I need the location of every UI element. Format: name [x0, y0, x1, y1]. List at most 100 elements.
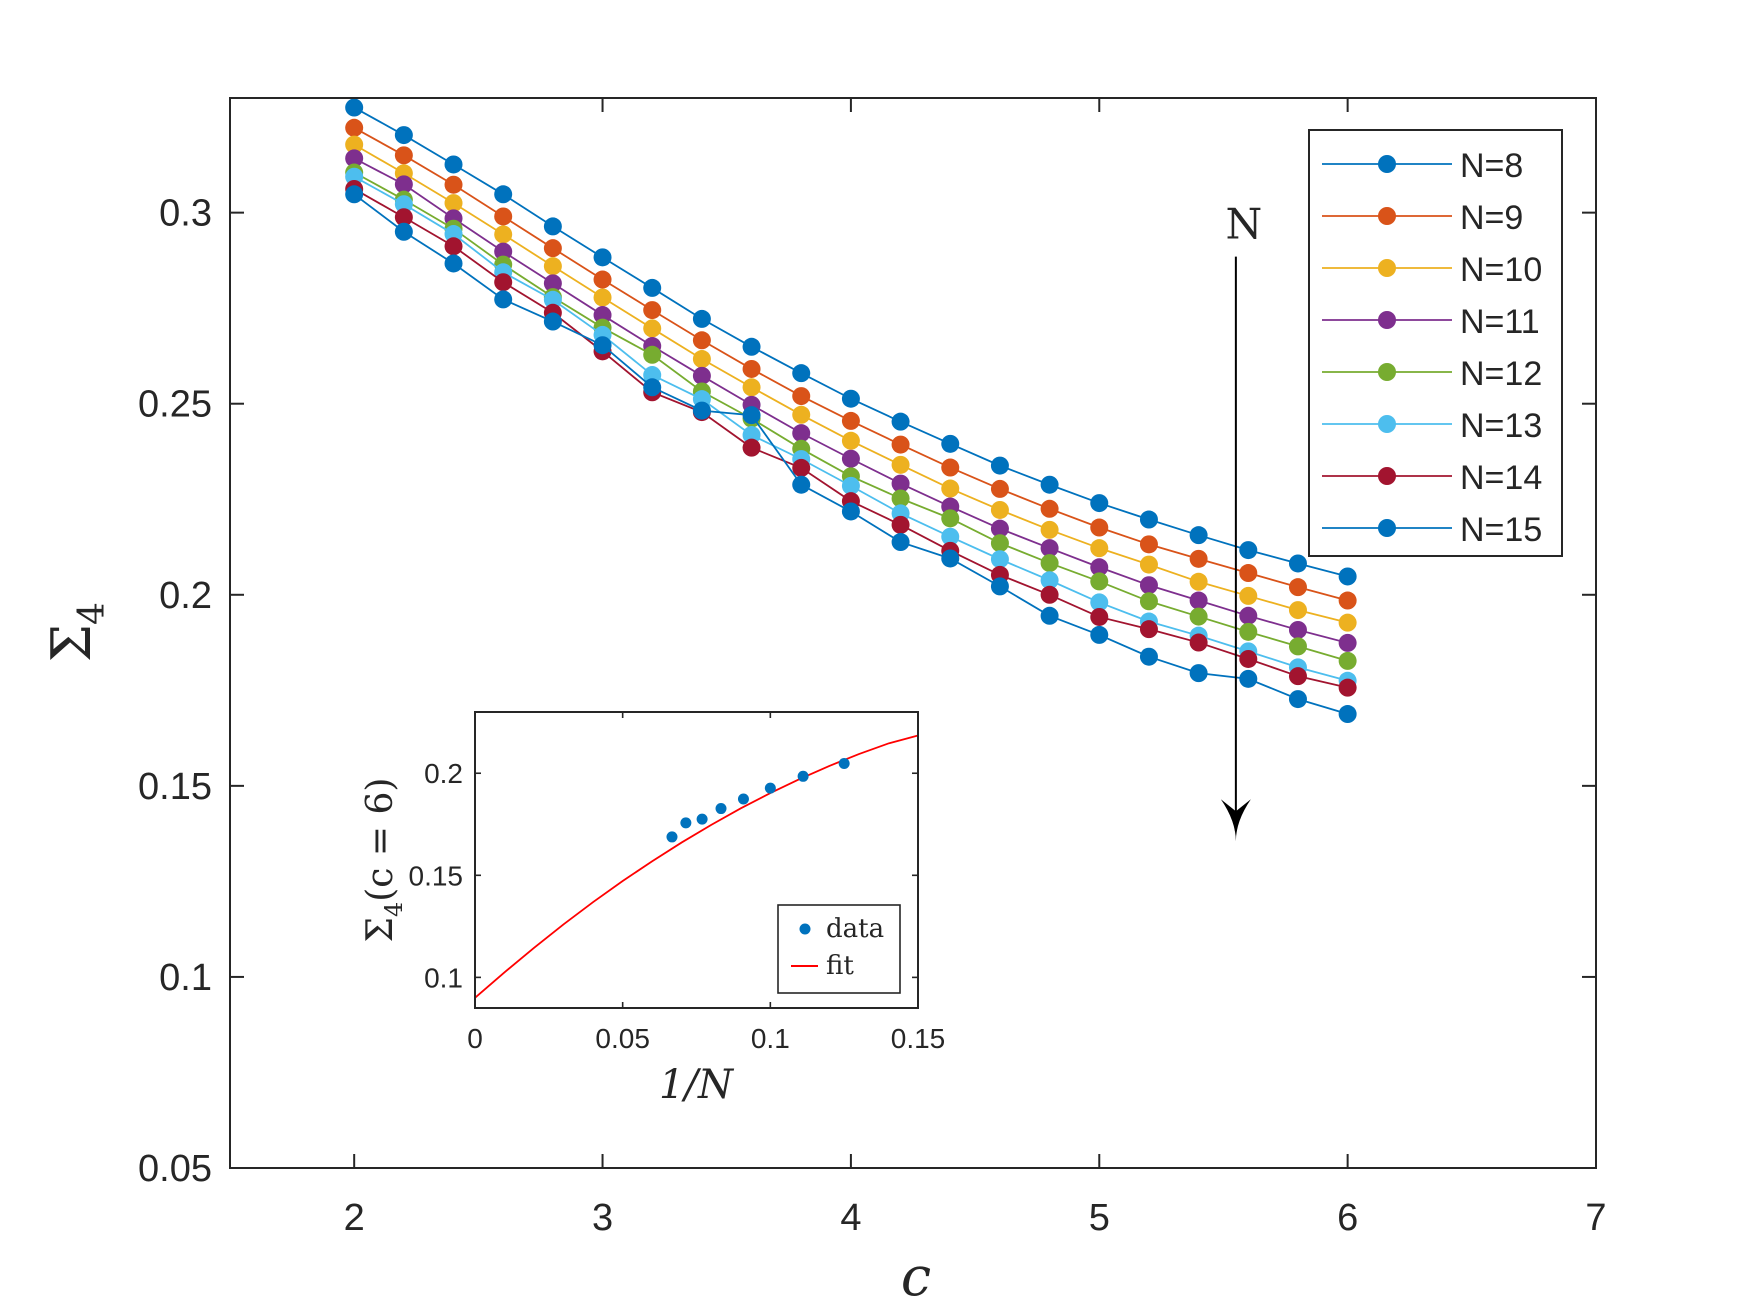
main-x-tick-label: 7: [1585, 1197, 1606, 1239]
data-point: [394, 195, 413, 214]
data-point: [1239, 606, 1258, 625]
inset-data-point: [715, 803, 727, 815]
main-y-tick-label: 0.05: [138, 1148, 212, 1190]
data-point: [792, 387, 811, 406]
data-point: [841, 502, 860, 521]
data-point: [1040, 585, 1059, 604]
n-arrow-annotation: N: [1220, 200, 1262, 842]
main-x-axis-label: c: [901, 1245, 931, 1308]
legend-item-N=10: N=10: [1322, 251, 1542, 289]
data-point: [593, 248, 612, 267]
data-point: [1040, 539, 1059, 558]
inset-legend-label-fit: fit: [826, 951, 854, 981]
main-plot: 2 3 4 5 6 7 0.05 0.1 0.15 0.2 0.25 0.3 c Σ 4 N N=8…: [40, 97, 1607, 1308]
main-legend-box: [1308, 129, 1563, 557]
data-point: [742, 359, 761, 378]
data-point: [841, 389, 860, 408]
data-point: [891, 533, 910, 552]
legend-label: N=12: [1460, 355, 1542, 393]
inset-series-group: [474, 734, 919, 999]
main-x-tick-label: 5: [1089, 1197, 1110, 1239]
data-point: [1288, 667, 1307, 686]
data-point: [444, 155, 463, 174]
data-point: [742, 378, 761, 397]
main-y-tick-label: 0.2: [159, 575, 212, 617]
data-point: [1189, 549, 1208, 568]
main-y-axis-label-subscript: 4: [72, 602, 113, 625]
data-point: [1338, 651, 1357, 670]
data-point: [1239, 622, 1258, 641]
data-point: [1239, 541, 1258, 560]
inset-data-point: [764, 782, 776, 794]
data-point: [543, 312, 562, 331]
data-point: [494, 273, 513, 292]
data-point: [1090, 494, 1109, 513]
data-point: [593, 336, 612, 355]
inset-plot: 0 0.05 0.1 0.15 0.1 0.15 0.2 1/N Σ4(c = 6) da…: [360, 711, 945, 1108]
data-point: [692, 350, 711, 369]
data-point: [1189, 591, 1208, 610]
legend-item-N=12: N=12: [1322, 355, 1542, 393]
data-point: [1040, 475, 1059, 494]
legend-marker: [1378, 519, 1396, 537]
data-point: [394, 175, 413, 194]
data-point: [593, 306, 612, 325]
inset-y-tick-label: 0.15: [409, 860, 464, 891]
inset-x-tick-labels: 0 0.05 0.1 0.15: [467, 1023, 945, 1054]
data-point: [543, 290, 562, 309]
data-point: [345, 118, 364, 137]
data-point: [345, 149, 364, 168]
legend-item-N=11: N=11: [1322, 303, 1540, 341]
data-point: [692, 331, 711, 350]
legend-marker: [1378, 415, 1396, 433]
inset-y-tick-label: 0.1: [424, 962, 463, 993]
data-point: [1288, 690, 1307, 709]
data-point: [692, 366, 711, 385]
data-point: [990, 519, 1009, 538]
data-point: [792, 364, 811, 383]
legend-label: N=10: [1460, 251, 1542, 289]
data-point: [345, 135, 364, 154]
data-point: [394, 146, 413, 165]
data-point: [941, 509, 960, 528]
data-point: [345, 98, 364, 117]
data-point: [444, 254, 463, 273]
inset-y-axis-label-suffix: (c = 6): [360, 778, 401, 902]
data-point: [742, 337, 761, 356]
data-point: [494, 242, 513, 261]
data-point: [1090, 625, 1109, 644]
data-point: [1239, 669, 1258, 688]
series-N=9: [345, 118, 1357, 610]
data-point: [643, 345, 662, 364]
inset-axes-frame: [474, 711, 919, 1009]
data-point: [692, 309, 711, 328]
main-x-tick-label: 2: [344, 1197, 365, 1239]
inset-data-point: [838, 757, 850, 769]
data-point: [444, 175, 463, 194]
inset-x-tick-label: 0: [467, 1023, 483, 1054]
data-point: [1139, 576, 1158, 595]
data-point: [990, 456, 1009, 475]
main-y-axis-label: Σ 4: [40, 602, 113, 662]
inset-x-tick-label: 0.1: [751, 1023, 790, 1054]
main-y-tick-label: 0.3: [159, 193, 212, 235]
data-point: [1139, 510, 1158, 529]
data-point: [891, 515, 910, 534]
inset-data-point: [696, 813, 708, 825]
main-legend: N=8 N=9 N=10 N=11 N=12 N=13 N=14 N=15: [1308, 129, 1563, 557]
data-point: [990, 577, 1009, 596]
legend-marker: [1378, 155, 1396, 173]
data-point: [1288, 601, 1307, 620]
data-point: [1338, 705, 1357, 724]
inset-legend-marker-data: [799, 923, 811, 935]
n-arrow-label: N: [1225, 200, 1262, 249]
legend-item-N=13: N=13: [1322, 407, 1542, 445]
data-point: [1288, 578, 1307, 597]
inset-x-tick-label: 0.05: [595, 1023, 650, 1054]
data-point: [990, 479, 1009, 498]
inset-data-point: [666, 831, 678, 843]
data-point: [841, 431, 860, 450]
data-point: [494, 185, 513, 204]
main-axes-frame: [229, 97, 1597, 1169]
